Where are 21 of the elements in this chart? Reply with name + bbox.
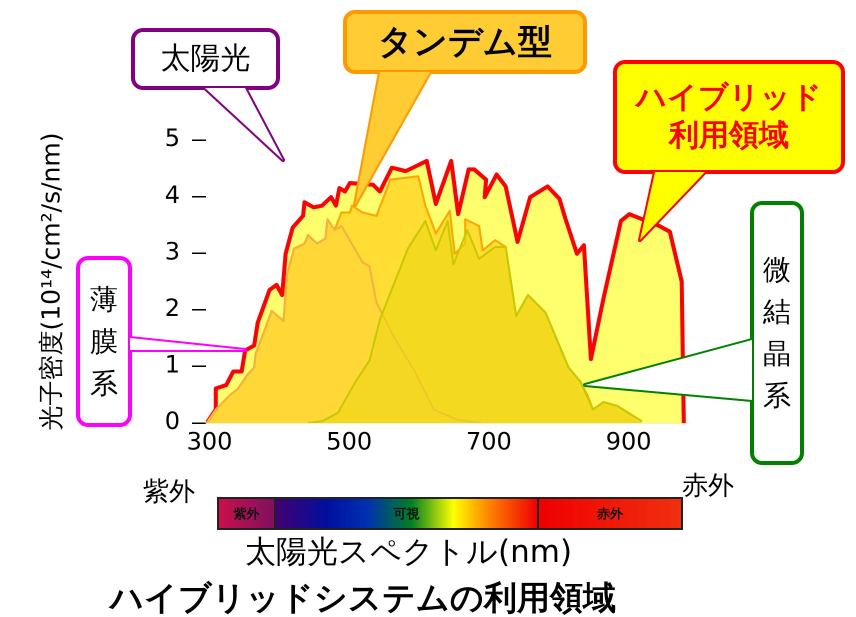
y-tick-label: 5 [164, 124, 180, 152]
x-tick-label: 900 [606, 428, 652, 456]
text: タンデム型 [345, 12, 585, 72]
x-tick-label: 500 [326, 428, 372, 456]
spectrum-strip: 紫外 可視 赤外 [217, 497, 683, 530]
text: 紫外 [143, 476, 195, 509]
y-tick-label: 0 [164, 407, 180, 436]
y-axis-title: 光子密度(10¹⁴/cm²/s/nm) [36, 132, 66, 430]
text: 赤外 [682, 470, 734, 503]
y-tick-label: 2 [164, 294, 180, 322]
text: 薄膜系 [78, 258, 130, 425]
annotation: ハイブリッド利用領域 [615, 62, 843, 172]
y-tick-label: 3 [164, 237, 180, 266]
y-tick-label: 4 [164, 180, 180, 209]
text: 太陽光 [133, 30, 278, 88]
x-axis-title: 太陽光スペクトル(nm) [245, 533, 572, 572]
text: 微結晶系 [752, 203, 802, 463]
x-tick-label: 300 [186, 428, 232, 456]
y-tick-label: 1 [164, 350, 180, 379]
x-tick-label: 700 [466, 428, 512, 456]
text: ハイブリッドシステムの利用領域 [110, 577, 616, 617]
